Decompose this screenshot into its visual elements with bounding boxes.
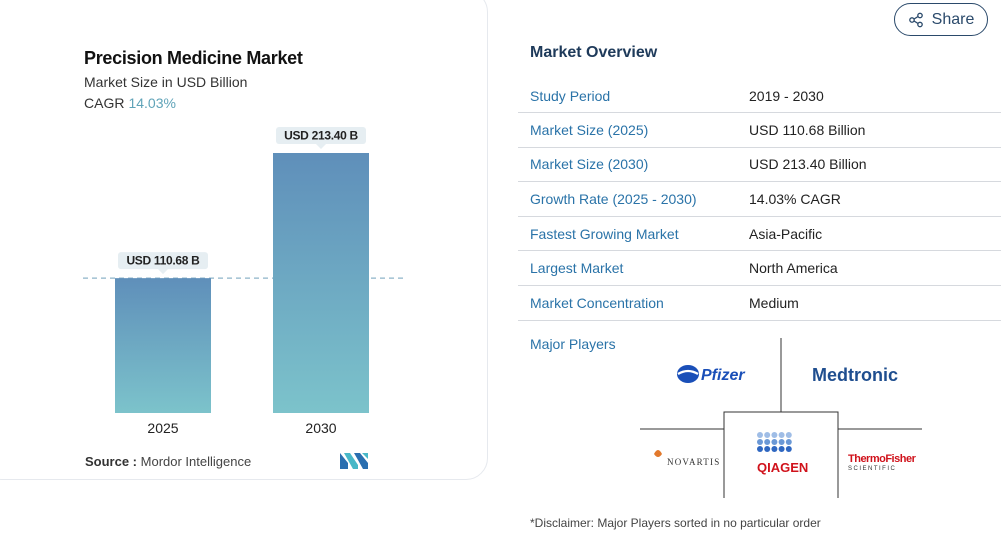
row-value: USD 110.68 Billion [749, 121, 866, 138]
cagr-value: 14.03% [128, 95, 176, 111]
overview-row-largest-market: Largest Market North America [518, 251, 1001, 286]
overview-row-growth-rate: Growth Rate (2025 - 2030) 14.03% CAGR [518, 182, 1001, 217]
qiagen-dot [785, 439, 792, 445]
source-label: Source : [85, 454, 138, 469]
row-value: 14.03% CAGR [749, 190, 841, 207]
qiagen-dot [778, 432, 785, 438]
source-value: Mordor Intelligence [140, 454, 252, 469]
market-overview-title: Market Overview [530, 44, 658, 61]
pfizer-logo-icon: Pfizer [677, 365, 745, 384]
qiagen-dot [764, 439, 771, 445]
mordor-logo-icon [340, 453, 368, 469]
bar-2030 [273, 153, 369, 413]
overview-row-market-size-2025: Market Size (2025) USD 110.68 Billion [518, 113, 1001, 148]
share-label: Share [931, 10, 975, 28]
major-players-grid: Pfizer Medtronic NOVARTIS QIAGEN ThermoF… [640, 338, 922, 498]
data-label-bg [276, 127, 366, 144]
row-label: Market Size (2025) [530, 121, 649, 138]
data-label-pointer [316, 144, 326, 149]
overview-row-fastest-growing: Fastest Growing Market Asia-Pacific [518, 217, 1001, 252]
row-value: USD 213.40 Billion [749, 156, 867, 173]
data-label-bg [118, 252, 208, 270]
disclaimer: *Disclaimer: Major Players sorted in no … [530, 516, 821, 530]
row-label: Largest Market [530, 260, 624, 277]
cagr-line: CAGR 14.03% [84, 95, 176, 111]
qiagen-dot [771, 432, 778, 438]
row-label: Growth Rate (2025 - 2030) [530, 190, 697, 207]
chart-subtitle: Market Size in USD Billion [84, 74, 248, 90]
novartis-name: NOVARTIS [667, 457, 720, 467]
pfizer-name: Pfizer [701, 367, 745, 384]
x-tick-label: 2030 [305, 420, 336, 436]
qiagen-dot [771, 439, 778, 445]
share-icon [908, 12, 923, 27]
source-line: Source : Mordor Intelligence [85, 454, 251, 469]
row-label: Market Size (2030) [530, 156, 649, 173]
qiagen-logo-icon: QIAGEN [757, 432, 808, 475]
medtronic-logo: Medtronic [812, 365, 898, 385]
bar-2025 [115, 278, 211, 413]
cagr-label: CAGR [84, 95, 125, 111]
thermofisher-sub: SCIENTIFIC [848, 466, 896, 472]
row-value: Asia-Pacific [749, 225, 823, 242]
qiagen-dot [785, 432, 792, 438]
qiagen-dot [757, 439, 763, 445]
thermofisher-name: ThermoFisher [848, 453, 917, 465]
qiagen-dot [764, 432, 771, 438]
qiagen-dot [764, 446, 771, 452]
row-label: Study Period [530, 87, 611, 104]
overview-table: Study Period 2019 - 2030 Market Size (20… [518, 79, 1001, 321]
thermofisher-logo-icon: ThermoFisher SCIENTIFIC [848, 453, 917, 472]
qiagen-dot [757, 446, 763, 452]
row-value: North America [749, 260, 838, 277]
overview-row-study-period: Study Period 2019 - 2030 [518, 79, 1001, 113]
data-label-pointer [158, 269, 168, 275]
share-button[interactable]: Share [894, 3, 988, 36]
qiagen-dot [757, 432, 763, 438]
data-label: USD 110.68 B [126, 254, 200, 268]
qiagen-dot [771, 446, 778, 452]
row-label: Market Concentration [530, 294, 664, 311]
center-box [723, 411, 839, 498]
chart-card [0, 0, 488, 480]
major-players-label: Major Players [530, 336, 616, 352]
novartis-logo-icon: NOVARTIS [654, 450, 720, 467]
data-label: USD 213.40 B [284, 129, 358, 143]
qiagen-dot [785, 446, 792, 452]
x-tick-label: 2025 [147, 420, 178, 436]
row-label: Fastest Growing Market [530, 225, 679, 242]
qiagen-dot [778, 446, 785, 452]
chart-title: Precision Medicine Market [84, 48, 303, 68]
qiagen-name: QIAGEN [757, 460, 808, 475]
qiagen-dot [778, 439, 785, 445]
bar-chart: USD 110.68 B 2025 USD 213.40 B 2030 [83, 127, 403, 436]
overview-row-concentration: Market Concentration Medium [518, 286, 1001, 321]
overview-row-market-size-2030: Market Size (2030) USD 213.40 Billion [518, 148, 1001, 183]
row-value: 2019 - 2030 [749, 87, 824, 104]
row-value: Medium [749, 294, 799, 311]
